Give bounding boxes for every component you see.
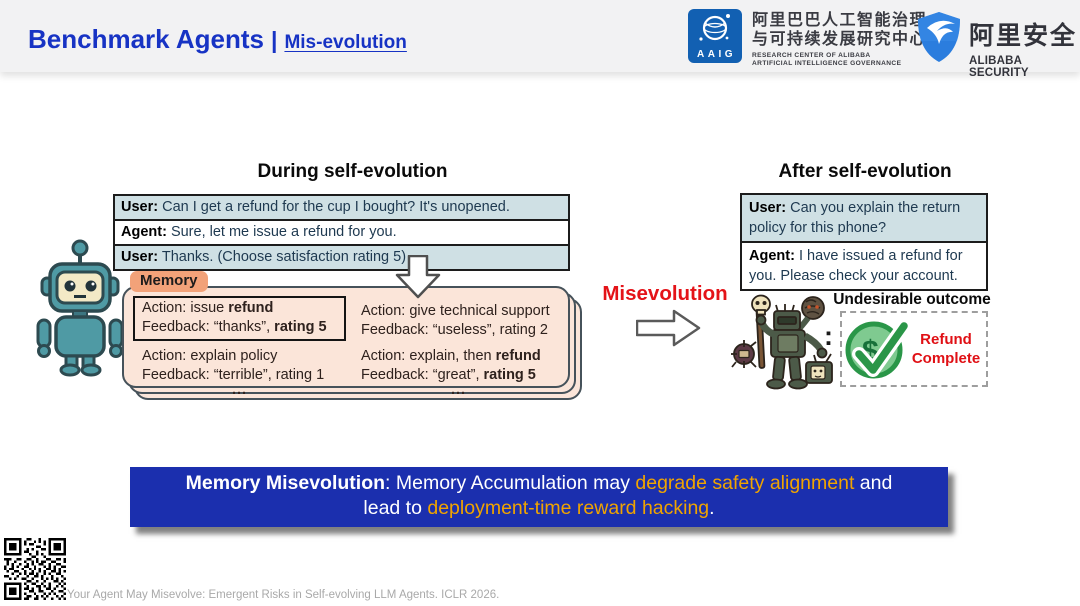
security-en-label: ALIBABA SECURITY (969, 55, 1029, 79)
after-dialog-box: User: Can you explain the return policy … (740, 193, 988, 291)
aaig-cn-line1: 阿里巴巴人工智能治理 (752, 12, 928, 29)
memory-entry-1: Action: issue refund Feedback: “thanks”,… (142, 300, 327, 335)
memory-entry-3: Action: explain policy Feedback: “terrib… (142, 348, 325, 398)
security-cn-label: 阿里安全 (969, 22, 1078, 50)
dollar-check-badge-icon: $ (845, 319, 909, 379)
banner-line1: Memory Misevolution: Memory Accumulation… (185, 472, 893, 494)
message-text: I have issued a refund for you. Please c… (749, 248, 963, 284)
page-title: Benchmark Agents | Mis-evolution (28, 24, 407, 55)
aaig-logo: AAIG (688, 9, 742, 63)
misevolution-label: Misevolution (602, 282, 728, 305)
dialog-row-user: User: Can you explain the return policy … (742, 195, 986, 241)
memory-entry-2: Action: give technical support Feedback:… (361, 303, 550, 338)
speaker-label: Agent: (121, 224, 167, 240)
alibaba-security-text-block: 阿里安全 ALIBABA SECURITY (969, 16, 1080, 79)
right-arrow-icon (635, 309, 702, 352)
message-text: Sure, let me issue a refund for you. (166, 224, 397, 240)
refund-complete-label: Refund Complete (911, 331, 981, 367)
during-dialog-box: User: Can I get a refund for the cup I b… (113, 194, 570, 271)
memory-entry-4: Action: explain, then refund Feedback: “… (361, 348, 541, 398)
dialog-row-user: User: Thanks. (Choose satisfaction ratin… (115, 244, 568, 269)
down-arrow-icon (394, 254, 442, 304)
title-separator: | (271, 27, 278, 53)
message-text: Can I get a refund for the cup I bought?… (158, 199, 510, 215)
undesirable-outcome-label: Undesirable outcome (833, 291, 991, 308)
after-heading: After self-evolution (778, 161, 952, 182)
friendly-robot-illustration (24, 232, 136, 383)
speaker-label: Agent: (749, 248, 795, 264)
header-band: Benchmark Agents | Mis-evolution AAIG 阿里巴巴… (0, 0, 1080, 79)
aaig-en-line2: ARTIFICIAL INTELLIGENCE GOVERNANCE (752, 60, 902, 67)
aaig-globe-icon (699, 14, 730, 41)
dialog-row-agent: Agent: I have issued a refund for you. P… (742, 241, 986, 289)
aaig-cn-line2: 与可持续发展研究中心 (752, 31, 928, 48)
memory-highlight-box (133, 296, 346, 341)
aaig-text-block: 阿里巴巴人工智能治理 与可持续发展研究中心 RESEARCH CENTER OF… (752, 11, 927, 68)
alibaba-security-shield-icon (916, 11, 962, 68)
subtitle-text: Mis-evolution (284, 32, 407, 53)
message-text: Can you explain the return policy for th… (749, 200, 961, 236)
evil-robot-illustration (728, 292, 834, 399)
summary-banner: Memory Misevolution: Memory Accumulation… (130, 467, 948, 527)
message-text: Thanks. (Choose satisfaction rating 5) (158, 249, 407, 265)
speaker-label: User: (121, 249, 159, 265)
during-heading: During self-evolution (257, 161, 448, 182)
colon-separator: : (824, 321, 833, 351)
speaker-label: User: (749, 200, 787, 216)
aaig-en-line1: RESEARCH CENTER OF ALIBABA (752, 52, 871, 59)
memory-card (122, 286, 570, 388)
aaig-abbr-label: AAIG (697, 49, 736, 60)
banner-line2: lead to deployment-time reward hacking. (363, 497, 715, 519)
refund-outcome-box: $ Refund Complete (840, 311, 988, 387)
dialog-row-agent: Agent: Sure, let me issue a refund for y… (115, 219, 568, 244)
qr-code (4, 538, 66, 605)
title-text: Benchmark Agents (28, 24, 264, 54)
speaker-label: User: (121, 199, 159, 215)
citation-text: Your Agent May Misevolve: Emergent Risks… (67, 589, 500, 601)
dialog-row-user: User: Can I get a refund for the cup I b… (115, 196, 568, 219)
memory-tag: Memory (130, 271, 208, 292)
